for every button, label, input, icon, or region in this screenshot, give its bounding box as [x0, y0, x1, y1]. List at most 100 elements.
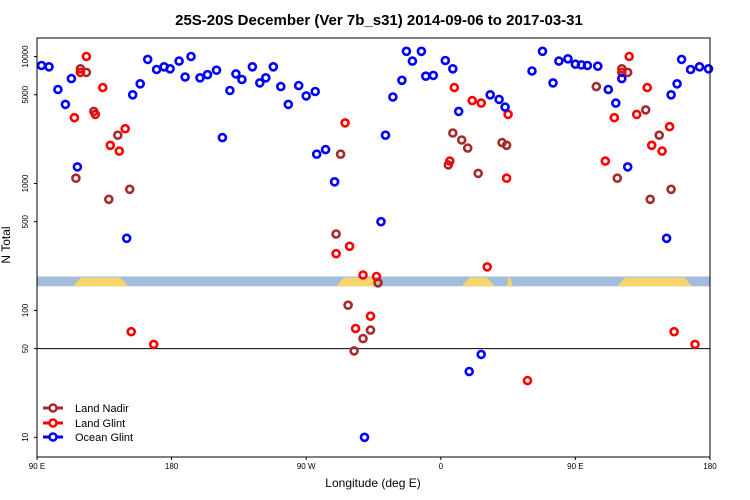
data-point [476, 98, 487, 108]
data-point [380, 130, 391, 140]
data-point [690, 339, 700, 350]
legend-swatch-marker [48, 403, 58, 413]
data-point [548, 78, 558, 88]
data-point [260, 73, 271, 83]
data-point [202, 69, 213, 80]
data-points [36, 46, 714, 443]
data-point [126, 326, 136, 337]
data-point [616, 73, 627, 84]
data-point [36, 60, 47, 71]
data-point [582, 60, 593, 71]
land-segment [336, 277, 380, 287]
data-point [669, 326, 679, 337]
data-point [473, 168, 484, 179]
data-point [195, 73, 205, 83]
data-point [444, 156, 455, 166]
data-point [311, 149, 322, 159]
land-segment [461, 277, 495, 287]
data-point [467, 95, 478, 106]
data-point [180, 72, 190, 82]
x-tick-label: 180 [165, 462, 179, 471]
legend-label: Land Glint [75, 418, 125, 430]
data-point [331, 248, 341, 259]
data-point [301, 91, 312, 101]
data-point [464, 366, 475, 377]
data-point [449, 82, 460, 93]
land-segment [72, 277, 129, 287]
x-tick-label: 90 E [567, 462, 583, 471]
data-point [482, 262, 493, 272]
data-point [501, 173, 512, 183]
data-point [344, 241, 355, 252]
x-tick-label: 180 [703, 462, 717, 471]
data-point [666, 184, 676, 195]
legend-entry-land-nadir: Land Nadir [43, 403, 129, 415]
data-point [592, 61, 603, 71]
y-axis-label: N Total [0, 226, 13, 263]
data-point [407, 56, 418, 66]
data-point [476, 349, 487, 360]
data-point [358, 333, 368, 344]
data-point [485, 90, 496, 100]
data-point [694, 62, 705, 72]
data-point [349, 346, 359, 356]
data-point [268, 62, 279, 72]
data-point [612, 173, 623, 183]
data-point [142, 54, 153, 65]
data-point [388, 92, 398, 102]
data-point [563, 53, 573, 64]
data-point [44, 62, 54, 72]
data-point [376, 216, 386, 227]
data-point [646, 140, 657, 151]
data-point [217, 132, 228, 143]
legend: Land Nadir Land Glint Ocean Glint [43, 403, 133, 444]
data-point [237, 74, 247, 85]
data-point [609, 112, 620, 123]
y-tick-label: 500 [21, 214, 30, 228]
data-point [672, 79, 682, 89]
data-point [329, 177, 340, 187]
data-point [283, 99, 294, 110]
chart-title: 25S-20S December (Ver 7b_s31) 2014-09-06… [175, 12, 583, 29]
data-point [703, 64, 714, 74]
data-point [666, 90, 676, 100]
data-point [397, 75, 407, 86]
data-point [654, 130, 665, 140]
data-point [320, 144, 331, 155]
data-point [293, 80, 304, 91]
data-point [343, 300, 353, 311]
data-point [186, 51, 196, 62]
legend-label: Ocean Glint [75, 432, 133, 444]
data-point [148, 339, 159, 350]
data-point [81, 51, 92, 62]
data-point [335, 149, 346, 159]
data-point [225, 85, 235, 96]
x-tick-label: 90 E [29, 462, 45, 471]
data-point [53, 84, 63, 95]
data-point [447, 64, 458, 74]
data-point [275, 81, 286, 92]
data-point [211, 65, 222, 75]
y-tick-label: 1000 [21, 174, 30, 192]
data-point [350, 323, 361, 334]
data-point [420, 71, 431, 81]
data-point [603, 84, 614, 95]
data-point [231, 69, 241, 79]
data-point [135, 79, 145, 89]
data-point [501, 140, 512, 151]
legend-label: Land Nadir [75, 403, 129, 415]
data-point [657, 146, 667, 156]
y-tick-label: 10000 [21, 45, 30, 68]
data-point [664, 121, 675, 132]
data-point [71, 173, 81, 183]
data-point [254, 78, 265, 88]
data-point [416, 46, 427, 57]
data-point [494, 94, 504, 105]
data-point [60, 99, 71, 110]
data-point [447, 128, 458, 138]
legend-swatch-marker [48, 418, 58, 428]
data-point [310, 86, 321, 97]
data-point [127, 90, 138, 100]
x-tick-label: 0 [439, 462, 444, 471]
